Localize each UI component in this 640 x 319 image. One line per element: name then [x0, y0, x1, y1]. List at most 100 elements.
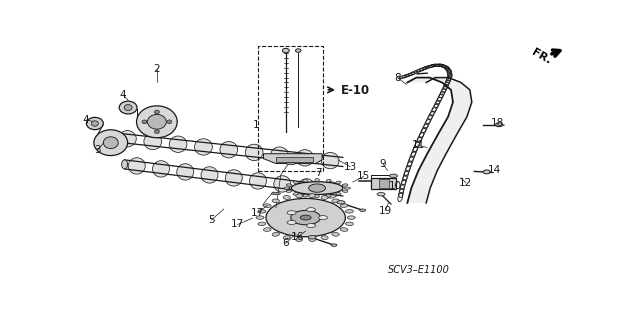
Ellipse shape — [340, 228, 348, 231]
Bar — [257, 46, 323, 171]
Ellipse shape — [377, 193, 385, 196]
Ellipse shape — [144, 133, 162, 150]
Ellipse shape — [136, 106, 177, 138]
Ellipse shape — [483, 170, 490, 174]
Ellipse shape — [220, 142, 237, 158]
Ellipse shape — [307, 224, 316, 227]
Ellipse shape — [147, 115, 166, 129]
Ellipse shape — [119, 101, 137, 114]
Text: 17: 17 — [231, 219, 244, 229]
Ellipse shape — [286, 184, 292, 186]
Text: 19: 19 — [378, 206, 392, 216]
Ellipse shape — [250, 173, 266, 189]
Ellipse shape — [264, 228, 271, 231]
Ellipse shape — [346, 210, 353, 213]
Ellipse shape — [296, 194, 303, 198]
Ellipse shape — [495, 123, 502, 127]
Ellipse shape — [152, 161, 170, 177]
Ellipse shape — [344, 187, 350, 189]
Text: E-10: E-10 — [340, 84, 369, 97]
Ellipse shape — [195, 139, 212, 155]
Text: 11: 11 — [412, 140, 425, 150]
Ellipse shape — [298, 179, 315, 195]
Ellipse shape — [86, 117, 103, 130]
Text: 9: 9 — [380, 159, 386, 168]
Text: 3: 3 — [94, 145, 100, 155]
Ellipse shape — [94, 130, 127, 156]
Ellipse shape — [154, 130, 159, 133]
Ellipse shape — [291, 211, 321, 225]
Ellipse shape — [340, 204, 348, 207]
Ellipse shape — [307, 208, 316, 211]
Ellipse shape — [112, 133, 118, 142]
Ellipse shape — [348, 216, 355, 219]
Ellipse shape — [315, 179, 319, 182]
Ellipse shape — [122, 160, 127, 169]
Ellipse shape — [256, 216, 264, 219]
Ellipse shape — [321, 236, 328, 240]
Ellipse shape — [283, 196, 291, 199]
Text: 12: 12 — [460, 178, 472, 188]
Ellipse shape — [286, 162, 295, 165]
Ellipse shape — [128, 158, 145, 174]
Text: 7: 7 — [315, 168, 321, 178]
Ellipse shape — [225, 170, 243, 186]
Ellipse shape — [245, 144, 263, 160]
Ellipse shape — [326, 179, 331, 182]
Ellipse shape — [303, 179, 308, 182]
Ellipse shape — [300, 215, 311, 220]
Ellipse shape — [308, 194, 316, 198]
Ellipse shape — [342, 190, 348, 192]
Ellipse shape — [331, 244, 337, 246]
Text: 13: 13 — [344, 162, 357, 172]
PathPatch shape — [408, 78, 472, 203]
Text: 10: 10 — [388, 181, 401, 191]
Ellipse shape — [103, 137, 118, 149]
Ellipse shape — [282, 48, 289, 53]
Ellipse shape — [169, 136, 187, 152]
Ellipse shape — [360, 209, 365, 211]
Bar — [276, 157, 313, 162]
Ellipse shape — [321, 152, 339, 169]
Ellipse shape — [308, 184, 326, 192]
Ellipse shape — [272, 199, 280, 203]
Ellipse shape — [336, 193, 341, 195]
Text: 18: 18 — [491, 118, 504, 128]
Ellipse shape — [296, 238, 303, 241]
Ellipse shape — [271, 147, 289, 163]
Ellipse shape — [336, 181, 341, 184]
Ellipse shape — [308, 238, 316, 241]
Ellipse shape — [142, 120, 147, 124]
Text: 4: 4 — [83, 115, 89, 125]
Ellipse shape — [326, 194, 331, 197]
Ellipse shape — [287, 211, 296, 215]
Ellipse shape — [293, 193, 298, 195]
Ellipse shape — [315, 195, 319, 198]
Bar — [371, 178, 396, 189]
Polygon shape — [264, 154, 322, 164]
Text: 5: 5 — [208, 215, 215, 225]
Ellipse shape — [266, 198, 346, 237]
Ellipse shape — [286, 190, 292, 192]
Text: SCV3–E1100: SCV3–E1100 — [388, 265, 449, 275]
Ellipse shape — [332, 233, 339, 236]
Ellipse shape — [321, 196, 328, 199]
Ellipse shape — [293, 181, 298, 184]
Ellipse shape — [291, 182, 343, 195]
Ellipse shape — [272, 233, 280, 236]
Ellipse shape — [296, 49, 301, 52]
Ellipse shape — [390, 174, 397, 178]
Text: 16: 16 — [291, 232, 304, 242]
Text: 14: 14 — [488, 166, 500, 175]
Text: 8: 8 — [394, 73, 401, 83]
Ellipse shape — [92, 121, 99, 126]
Ellipse shape — [284, 187, 290, 189]
Ellipse shape — [258, 222, 266, 226]
Ellipse shape — [271, 192, 280, 195]
Ellipse shape — [346, 222, 353, 226]
Text: 15: 15 — [357, 171, 371, 181]
Text: 4: 4 — [120, 90, 127, 100]
Text: 6: 6 — [282, 238, 289, 249]
Ellipse shape — [332, 199, 339, 203]
Text: 17: 17 — [251, 208, 264, 218]
